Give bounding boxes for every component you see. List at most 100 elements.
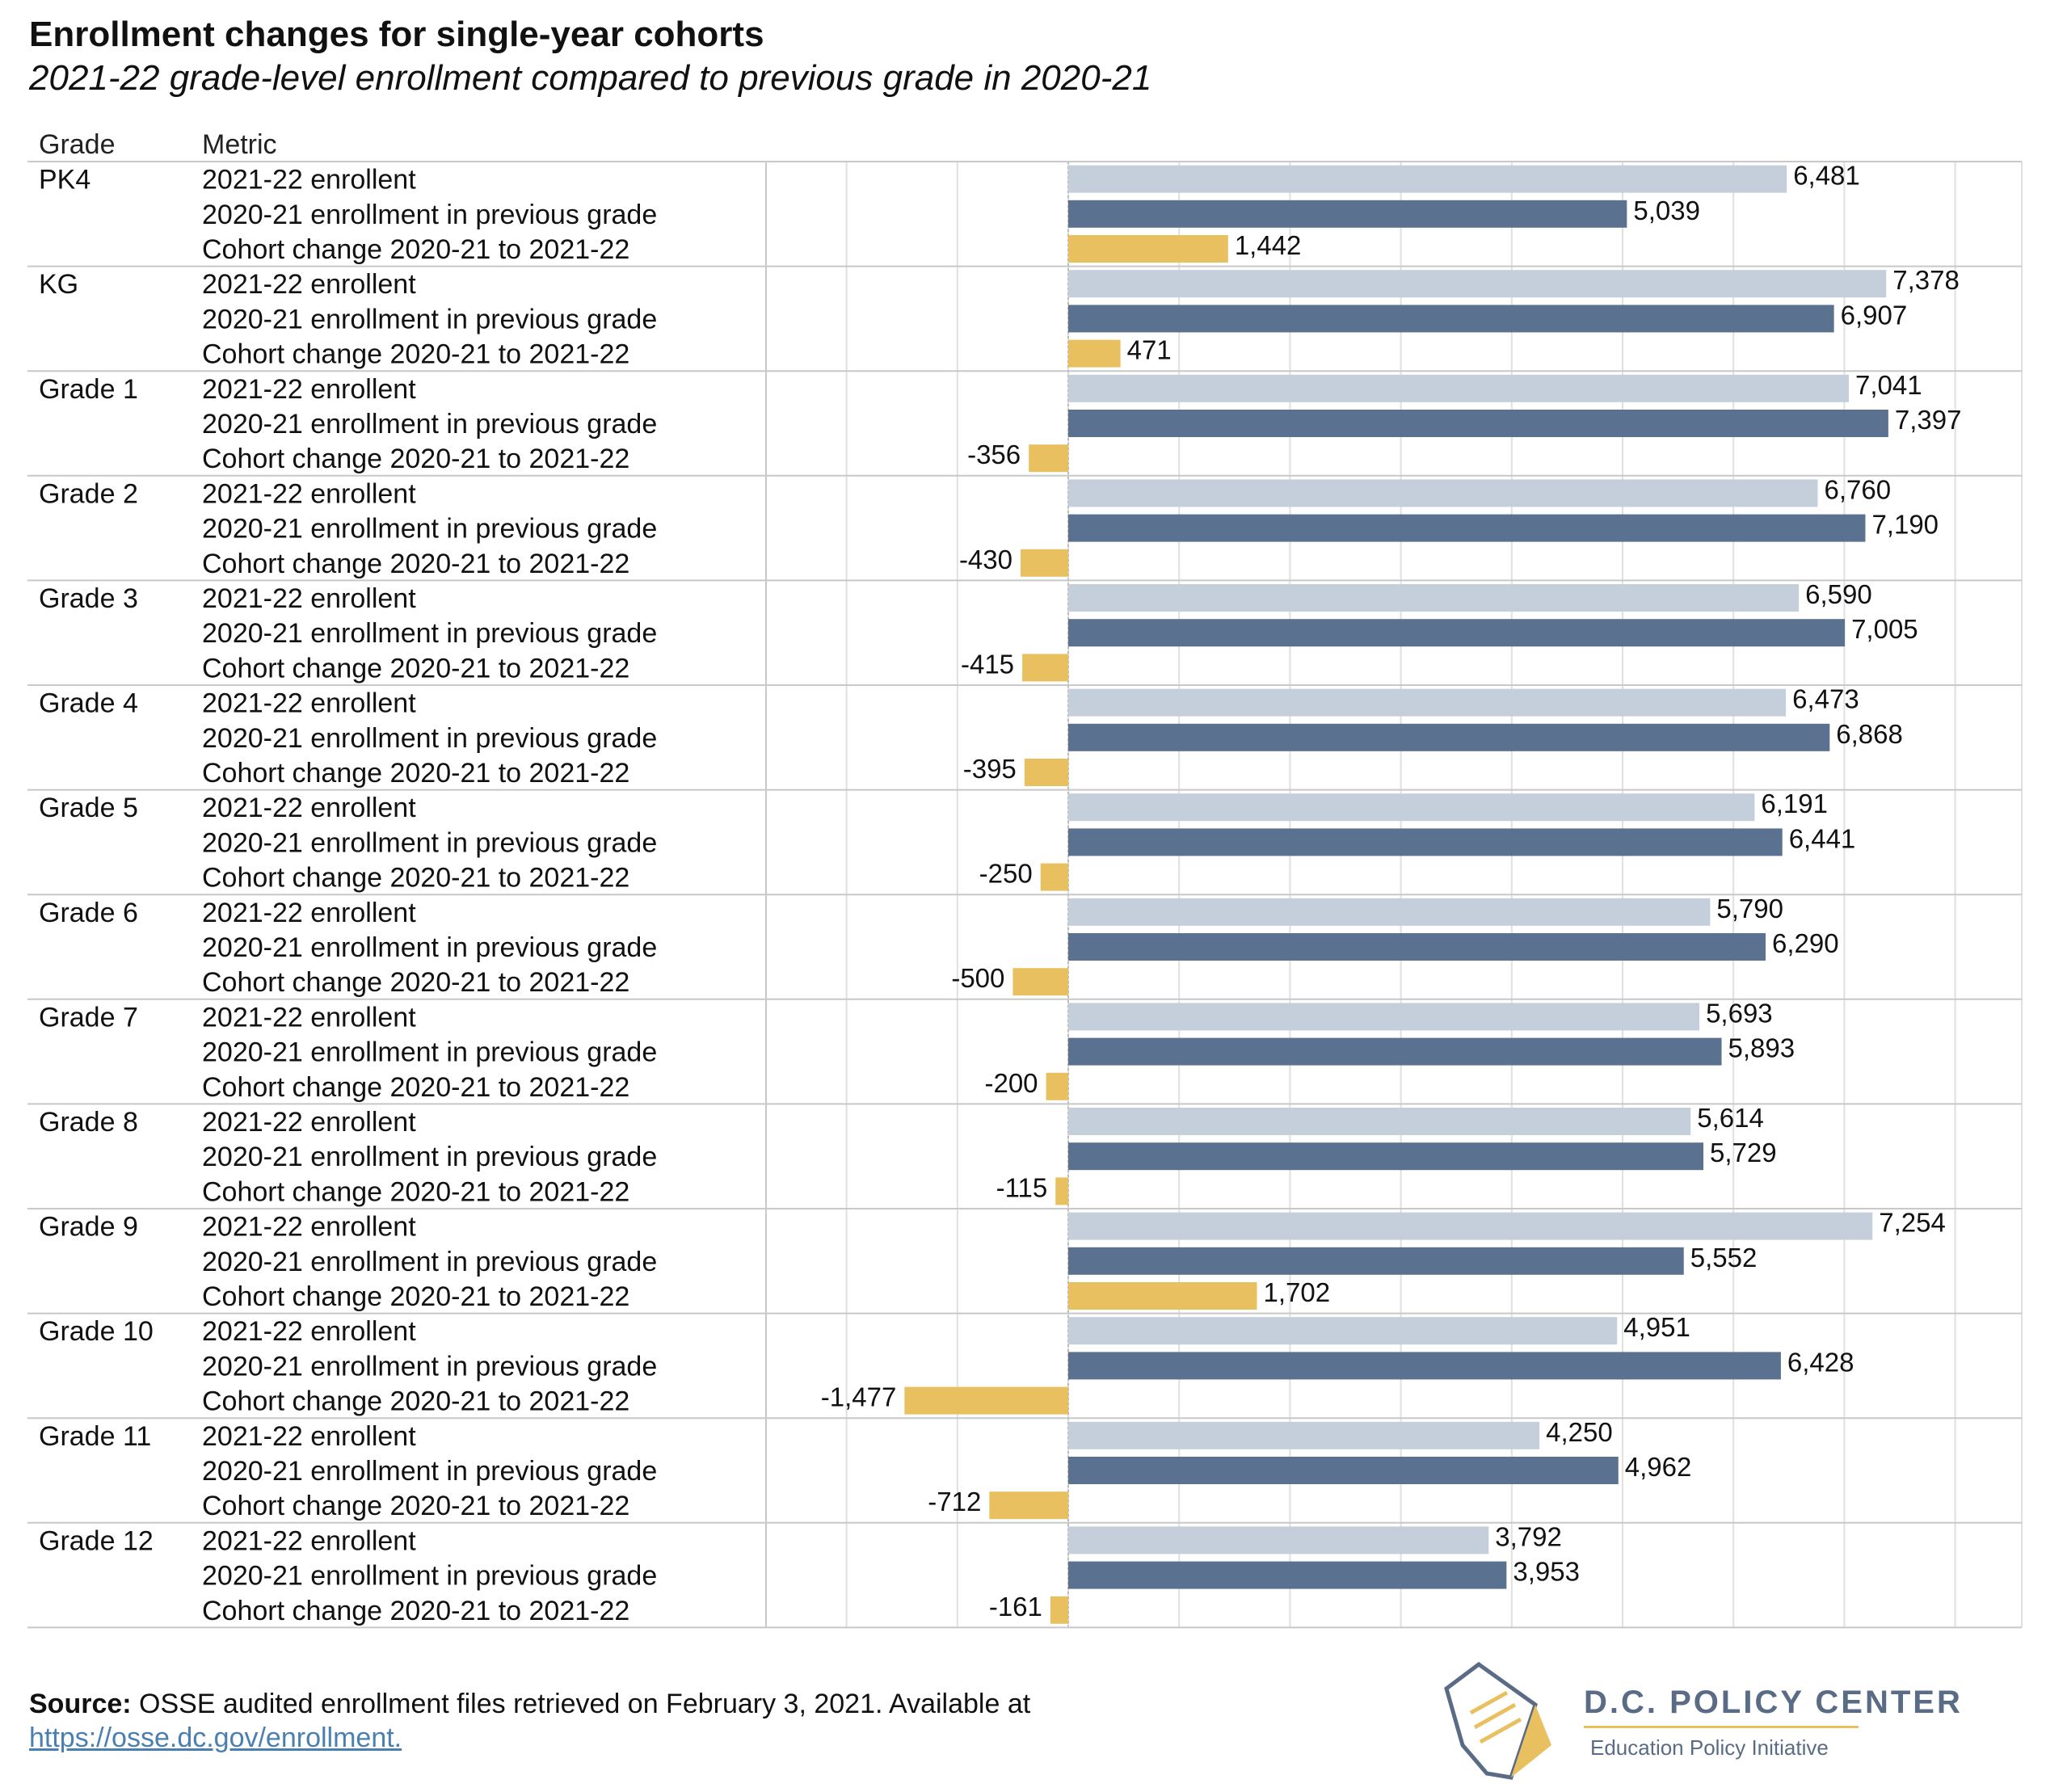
bar-enrollment-prev [1068,619,1846,647]
dc-policy-center-logo-icon [1444,1661,1551,1780]
metric-label: 2021-22 enrollent [202,688,416,719]
logo-name: D.C. POLICY CENTER [1584,1685,1963,1720]
bar-enrollment-prev [1068,305,1834,333]
bar-cohort-change [1046,1072,1068,1100]
metric-label: Cohort change 2020-21 to 2021-22 [202,549,629,579]
logo-divider [1584,1726,1859,1728]
data-label: 5,039 [1633,196,1700,225]
data-label: -1,477 [821,1382,897,1412]
data-label: 6,428 [1787,1347,1854,1377]
bar-enrollment-prev [1068,828,1783,856]
data-label: 6,907 [1841,300,1908,330]
data-label: 1,442 [1235,230,1302,260]
bar-enrollment-prev [1068,1037,1722,1066]
metric-label: Cohort change 2020-21 to 2021-22 [202,444,629,474]
chart-title: Enrollment changes for single-year cohor… [29,15,764,54]
bar-enrollment-2122 [1068,1108,1691,1135]
metric-label: 2020-21 enrollment in previous grade [202,1351,657,1382]
bar-enrollment-2122 [1068,1421,1540,1449]
metric-label: 2021-22 enrollent [202,1525,416,1556]
metric-label: 2021-22 enrollent [202,478,416,509]
bar-cohort-change [989,1491,1068,1520]
metric-label: Cohort change 2020-21 to 2021-22 [202,653,629,684]
grade-label: Grade 4 [39,688,138,719]
bar-cohort-change [1029,444,1068,473]
grade-label: Grade 12 [39,1525,154,1556]
data-label: 6,481 [1793,161,1860,191]
metric-label: Cohort change 2020-21 to 2021-22 [202,1386,629,1417]
bar-enrollment-2122 [1068,1317,1618,1345]
metric-column-header: Metric [202,129,277,160]
data-label: 7,254 [1879,1208,1946,1238]
bar-enrollment-2122 [1068,374,1850,402]
logo-tagline: Education Policy Initiative [1590,1735,1829,1760]
bar-cohort-change [1068,339,1121,368]
grade-column-header: Grade [39,129,116,160]
bar-enrollment-2122 [1068,165,1787,193]
metric-label: 2020-21 enrollment in previous grade [202,1456,657,1487]
grade-label: Grade 7 [39,1002,138,1033]
grade-label: Grade 5 [39,793,138,823]
bar-enrollment-2122 [1068,793,1755,822]
chart-subtitle: 2021-22 grade-level enrollment compared … [29,58,1152,98]
bar-enrollment-2122 [1068,1212,1873,1240]
data-label: -415 [961,649,1014,679]
metric-label: 2020-21 enrollment in previous grade [202,618,657,649]
grade-label: Grade 1 [39,374,138,405]
metric-label: 2021-22 enrollent [202,1107,416,1138]
data-label: 6,760 [1824,474,1891,504]
bar-enrollment-2122 [1068,270,1887,298]
bar-cohort-change [1068,235,1228,263]
metric-label: Cohort change 2020-21 to 2021-22 [202,234,629,265]
metric-label: 2021-22 enrollent [202,1421,416,1452]
bar-cohort-change [1012,968,1068,996]
data-label: -430 [959,545,1012,574]
data-label: 5,790 [1716,894,1783,923]
data-label: 7,190 [1871,510,1939,540]
metric-label: 2021-22 enrollent [202,583,416,614]
data-label: -161 [989,1592,1042,1622]
data-label: 5,614 [1697,1103,1764,1133]
source-label: Source: [29,1689,132,1719]
metric-label: Cohort change 2020-21 to 2021-22 [202,863,629,894]
bar-enrollment-prev [1068,1561,1507,1589]
grade-label: KG [39,269,78,300]
data-label: 3,953 [1513,1557,1580,1587]
data-label: 5,893 [1728,1033,1796,1063]
bar-enrollment-2122 [1068,898,1711,926]
data-label: 4,250 [1546,1417,1613,1447]
bar-enrollment-prev [1068,723,1830,751]
source-text: OSSE audited enrollment files retrieved … [139,1689,1031,1719]
data-label: 6,473 [1792,684,1859,714]
bar-enrollment-prev [1068,514,1866,542]
bar-cohort-change [1055,1177,1068,1205]
metric-label: Cohort change 2020-21 to 2021-22 [202,1491,629,1521]
data-label: 5,729 [1710,1138,1777,1167]
bar-enrollment-2122 [1068,1003,1700,1031]
bar-cohort-change [1024,759,1068,786]
bar-enrollment-prev [1068,1352,1781,1380]
data-label: 6,290 [1772,928,1839,958]
data-label: -712 [928,1487,981,1516]
bar-cohort-change [1040,863,1068,891]
metric-label: 2020-21 enrollment in previous grade [202,514,657,545]
data-label: 7,378 [1892,265,1960,295]
metric-label: 2020-21 enrollment in previous grade [202,1561,657,1592]
data-label: 4,951 [1623,1312,1690,1342]
metric-label: 2021-22 enrollent [202,165,416,196]
data-label: 7,041 [1855,370,1922,400]
data-label: -356 [967,440,1021,469]
metric-label: 2020-21 enrollment in previous grade [202,723,657,754]
metric-label: 2020-21 enrollment in previous grade [202,932,657,963]
source-link[interactable]: https://osse.dc.gov/enrollment. [29,1723,402,1753]
grade-label: Grade 2 [39,478,138,509]
metric-label: 2021-22 enrollent [202,374,416,405]
data-label: 5,693 [1706,998,1773,1028]
metric-label: Cohort change 2020-21 to 2021-22 [202,758,629,789]
data-label: -115 [996,1172,1048,1202]
grade-label: Grade 11 [39,1421,151,1452]
metric-label: Cohort change 2020-21 to 2021-22 [202,1176,629,1207]
bar-cohort-change [904,1386,1068,1415]
grade-label: Grade 9 [39,1212,138,1243]
bar-enrollment-2122 [1068,584,1800,612]
